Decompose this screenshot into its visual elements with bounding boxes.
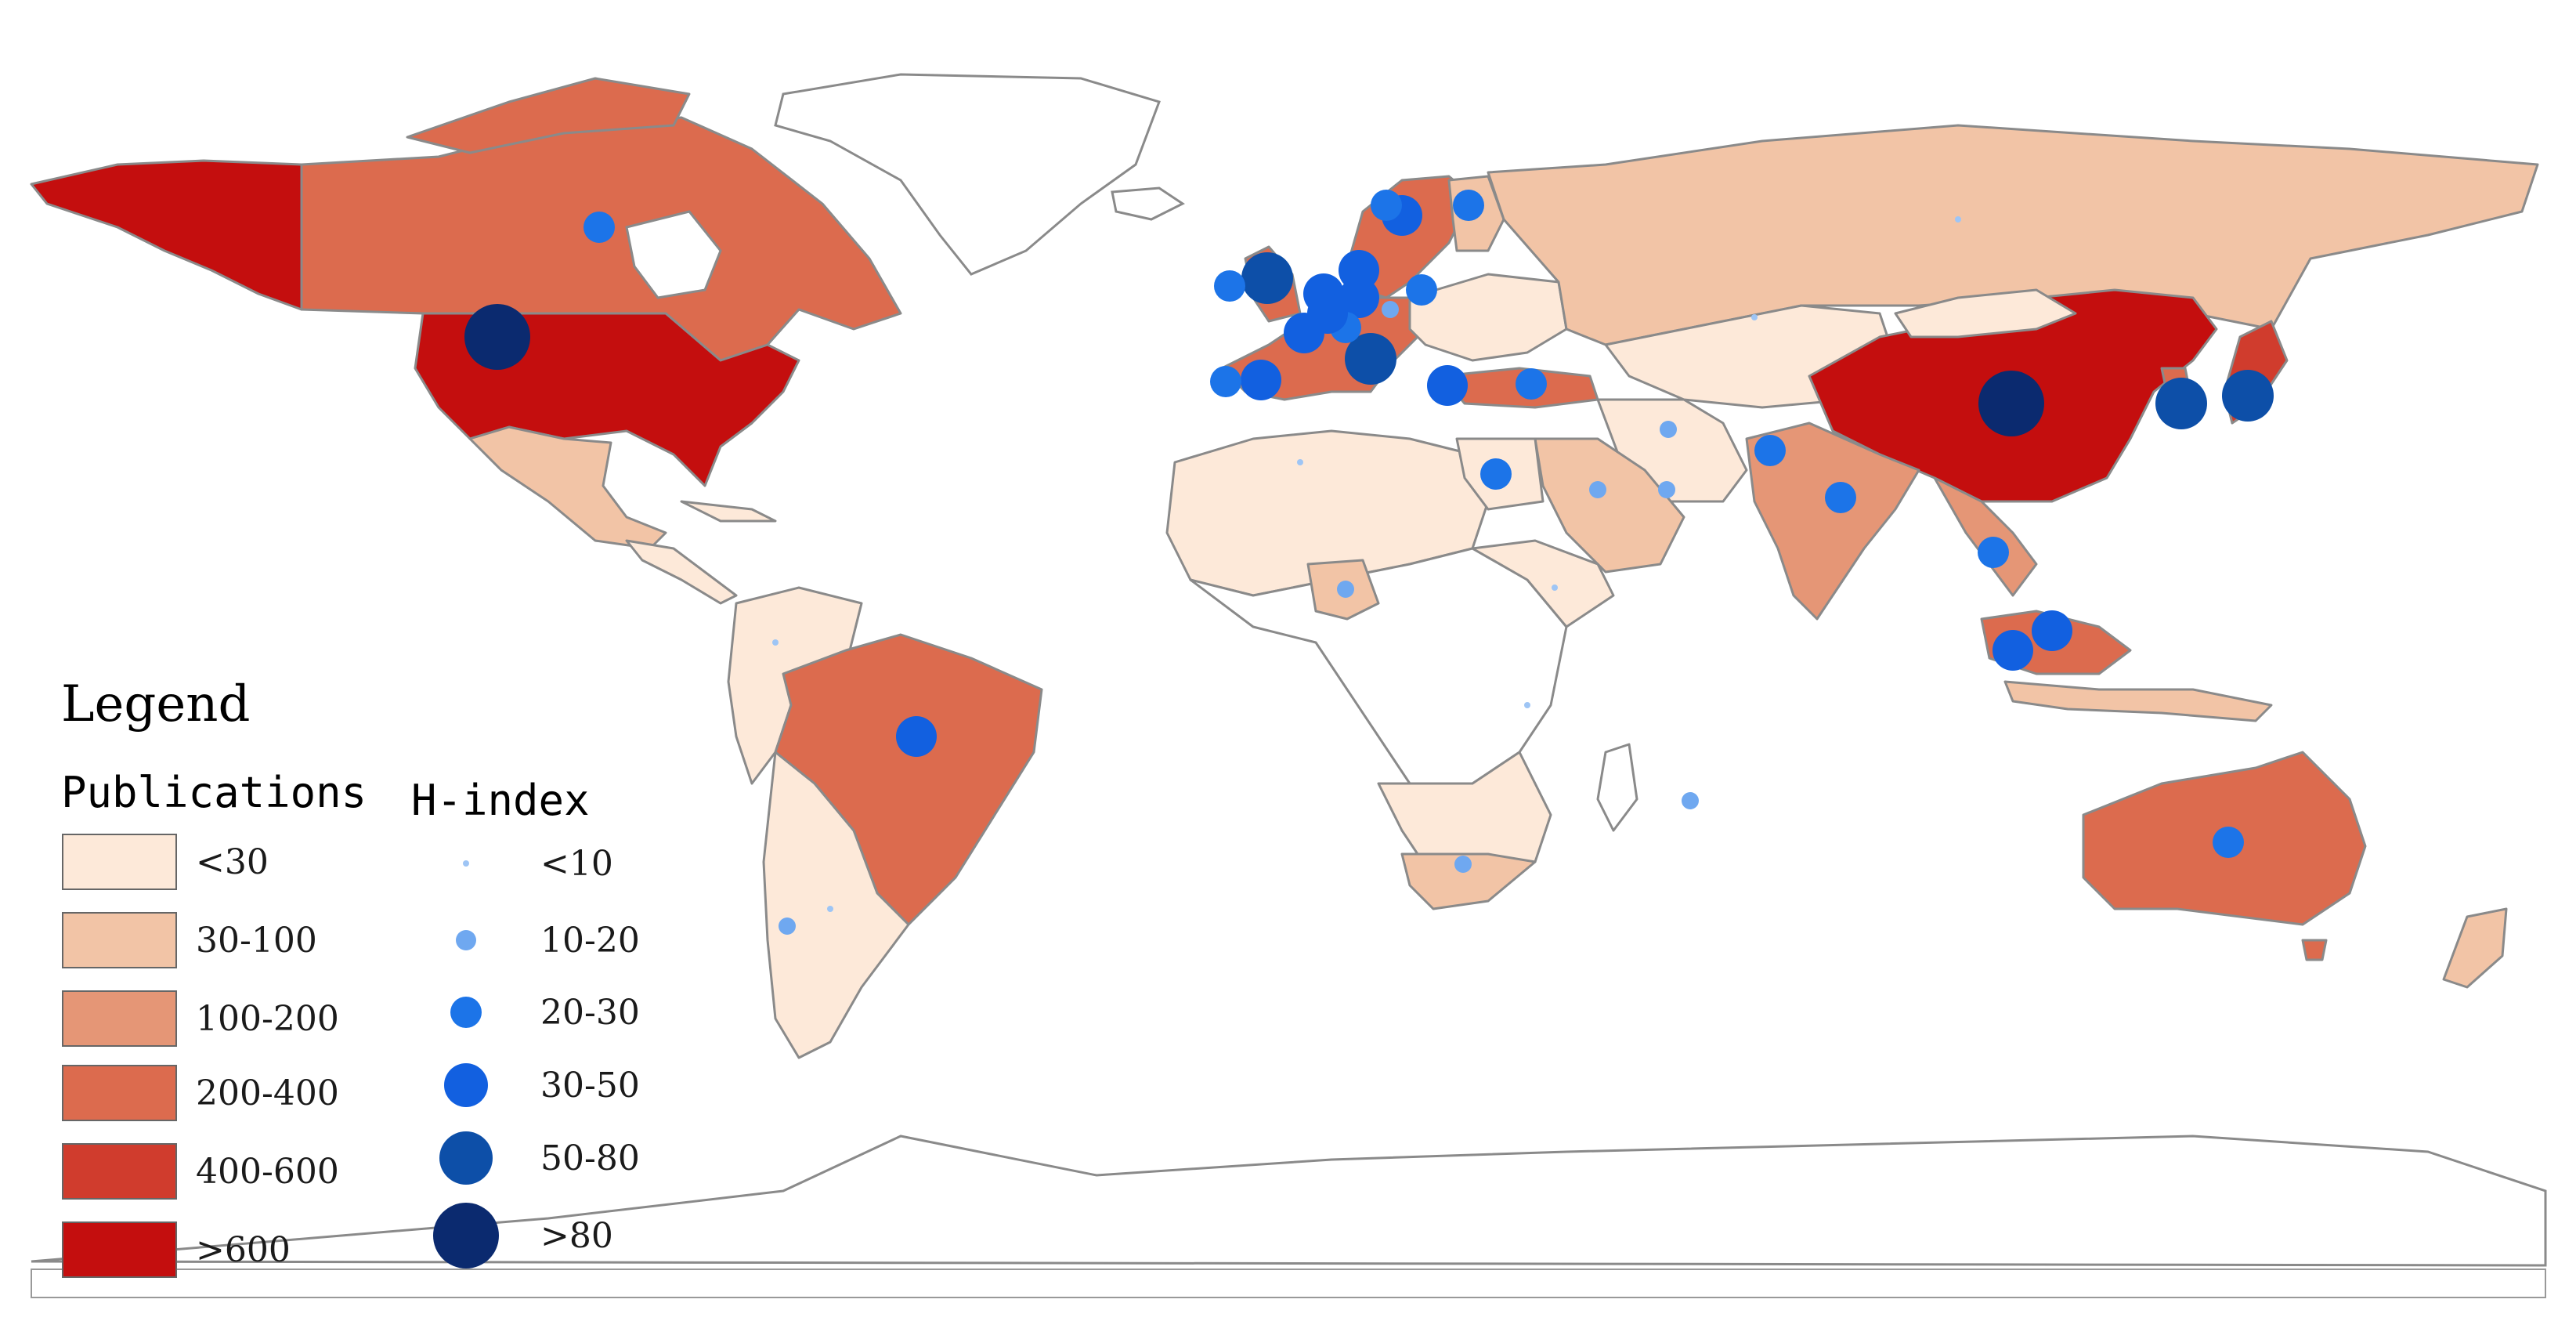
country-iceland (1111, 186, 1185, 221)
hindex-label-0: <10 (540, 844, 613, 884)
hindex-bubble-portugal (1210, 366, 1241, 397)
country-alaska (30, 159, 303, 311)
hindex-label-5: >80 (540, 1216, 613, 1256)
country-argentina-chile (762, 751, 910, 1059)
hindex-swatch-0 (463, 860, 469, 867)
hindex-bubble-china (1978, 371, 2044, 436)
hindex-bubble-belgium (1307, 293, 1348, 334)
hindex-bubble-finland (1453, 190, 1484, 221)
hindex-bubble-ethiopia (1552, 584, 1558, 591)
canada-arctic-islands (406, 77, 691, 154)
europe-east (1408, 273, 1568, 362)
pub-swatch-4 (62, 1143, 177, 1200)
hindex-bubble-austria (1382, 301, 1399, 318)
hindex-bubble-colombia (772, 639, 779, 646)
country-greenland (774, 73, 1161, 276)
hindex-bubble-malaysia (2032, 610, 2072, 651)
hindex-swatch-1 (456, 930, 476, 950)
pub-label-5: >600 (196, 1230, 291, 1270)
legend: Legend Publications H-index <30 30-100 1… (61, 675, 640, 1278)
hindex-bubble-denmark (1339, 250, 1379, 291)
hindex-bubble-spain (1241, 360, 1281, 400)
hindex-bubble-algeria (1297, 459, 1303, 465)
hindex-bubble-brazil (896, 716, 937, 757)
hindex-bubbles (464, 190, 2274, 935)
hindex-label-4: 50-80 (540, 1138, 640, 1178)
hindex-bubble-turkey (1516, 368, 1547, 400)
hindex-bubble-norway (1371, 190, 1402, 221)
hindex-bubble-ireland (1214, 270, 1245, 302)
hindex-bubble-greece (1427, 365, 1468, 406)
hudson-bay (625, 210, 722, 299)
country-saudi-arabia (1534, 437, 1685, 574)
legend-title: Legend (61, 675, 250, 733)
hindex-bubble-kenya (1524, 702, 1530, 708)
hindex-bubble-australia (2213, 827, 2244, 858)
hindex-bubble-iran (1660, 421, 1677, 438)
hindex-bubble-south-korea (2155, 378, 2207, 429)
hindex-bubble-singapore (1993, 630, 2033, 671)
central-america (625, 539, 738, 605)
country-russia (1487, 124, 2539, 346)
hindex-bubble-argentina (827, 906, 833, 912)
hindex-label-1: 10-20 (540, 921, 640, 961)
pub-swatch-3 (62, 1065, 177, 1121)
country-tasmania (2301, 939, 2328, 961)
hindex-swatch-5 (433, 1203, 499, 1269)
hindex-bubble-thailand (1978, 537, 2009, 568)
indonesia-islands (2003, 680, 2273, 722)
publications-heading: Publications (61, 768, 367, 817)
pub-label-1: 30-100 (196, 921, 317, 961)
hindex-bubble-mauritius (1682, 792, 1699, 809)
hindex-bubble-russia (1955, 216, 1961, 223)
country-new-zealand (2442, 907, 2508, 989)
map-frame (31, 1269, 2546, 1298)
hindex-bubble-poland (1406, 274, 1437, 306)
hindex-bubble-saudi-arabia (1589, 481, 1606, 498)
country-mongolia (1894, 288, 2077, 338)
country-antarctica (31, 1135, 2547, 1267)
hindex-bubble-uae (1658, 481, 1675, 498)
hindex-swatch-3 (444, 1063, 488, 1107)
hindex-bubble-pakistan (1754, 435, 1786, 466)
hindex-bubble-italy (1345, 333, 1396, 385)
pub-label-2: 100-200 (196, 999, 339, 1039)
hindex-swatch-2 (450, 997, 482, 1028)
hindex-bubble-nigeria (1337, 581, 1354, 598)
hindex-swatch-4 (439, 1131, 493, 1185)
hindex-bubble-usa (464, 304, 530, 370)
pub-swatch-2 (62, 990, 177, 1047)
pub-swatch-0 (62, 834, 177, 890)
hindex-bubble-south-africa (1454, 856, 1472, 873)
country-mexico (468, 425, 667, 550)
country-cuba (680, 500, 777, 523)
africa-east (1471, 539, 1615, 628)
hindex-bubble-india (1825, 482, 1856, 513)
pub-label-3: 200-400 (196, 1073, 339, 1113)
hindex-bubble-egypt (1480, 458, 1512, 490)
land-layer (30, 73, 2547, 1267)
pub-label-4: 400-600 (196, 1152, 339, 1192)
hindex-bubble-chile (779, 917, 796, 935)
africa-central (1189, 547, 1568, 785)
hindex-label-2: 20-30 (540, 993, 640, 1033)
hindex-bubble-japan (2222, 370, 2274, 422)
country-madagascar (1596, 743, 1638, 832)
country-india (1745, 422, 1920, 621)
pub-swatch-1 (62, 912, 177, 968)
country-south-africa (1400, 852, 1537, 910)
hindex-label-3: 30-50 (540, 1066, 640, 1106)
pub-label-0: <30 (196, 842, 269, 882)
hindex-bubble-kazakhstan (1751, 314, 1758, 320)
pub-swatch-5 (62, 1221, 177, 1278)
hindex-heading: H-index (411, 776, 590, 825)
southeast-asia (1933, 476, 2038, 597)
hindex-bubble-canada (583, 212, 615, 243)
hindex-bubble-uk (1241, 252, 1293, 304)
